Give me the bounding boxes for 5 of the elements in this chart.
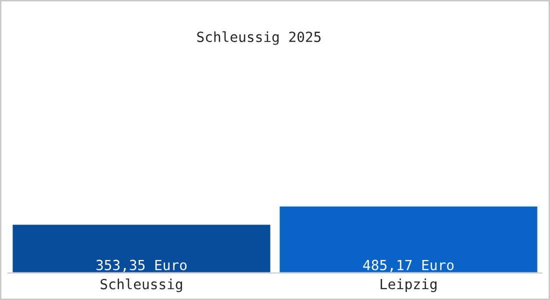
text: Schleussig 2025 bbox=[197, 31, 321, 45]
data-label: 353,35 Euro bbox=[96, 260, 187, 272]
data-label: 485,17 Euro bbox=[363, 260, 454, 272]
x-tick-label: Schleussig bbox=[100, 278, 182, 292]
x-tick-label: Leipzig bbox=[380, 278, 436, 292]
